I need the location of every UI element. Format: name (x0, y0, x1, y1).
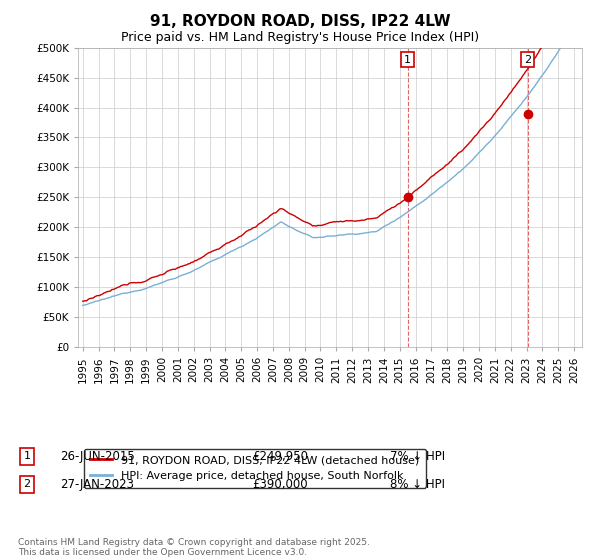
Text: £249,950: £249,950 (252, 450, 308, 463)
Text: 1: 1 (404, 54, 411, 64)
Text: 91, ROYDON ROAD, DISS, IP22 4LW: 91, ROYDON ROAD, DISS, IP22 4LW (149, 14, 451, 29)
Text: Price paid vs. HM Land Registry's House Price Index (HPI): Price paid vs. HM Land Registry's House … (121, 31, 479, 44)
Text: 8% ↓ HPI: 8% ↓ HPI (390, 478, 445, 491)
Text: 27-JAN-2023: 27-JAN-2023 (60, 478, 134, 491)
Text: 2: 2 (524, 54, 532, 64)
Text: £390,000: £390,000 (252, 478, 308, 491)
Legend: 91, ROYDON ROAD, DISS, IP22 4LW (detached house), HPI: Average price, detached h: 91, ROYDON ROAD, DISS, IP22 4LW (detache… (83, 449, 426, 488)
Text: 2: 2 (23, 479, 31, 489)
Text: 1: 1 (23, 451, 31, 461)
Text: Contains HM Land Registry data © Crown copyright and database right 2025.
This d: Contains HM Land Registry data © Crown c… (18, 538, 370, 557)
Text: 26-JUN-2015: 26-JUN-2015 (60, 450, 135, 463)
Text: 7% ↓ HPI: 7% ↓ HPI (390, 450, 445, 463)
